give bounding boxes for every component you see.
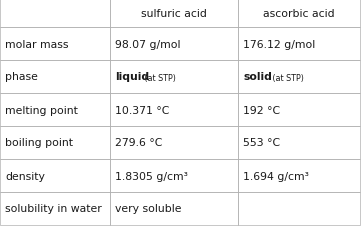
Bar xyxy=(238,61,360,94)
Text: 176.12 g/mol: 176.12 g/mol xyxy=(243,39,315,49)
Text: solid: solid xyxy=(243,72,272,82)
Text: 279.6 °C: 279.6 °C xyxy=(115,138,163,148)
Bar xyxy=(0,192,110,225)
Bar xyxy=(110,94,238,126)
Bar xyxy=(110,192,238,225)
Text: boiling point: boiling point xyxy=(5,138,73,148)
Bar xyxy=(110,28,238,61)
Bar xyxy=(110,159,238,192)
Bar xyxy=(110,0,238,28)
Bar xyxy=(110,126,238,159)
Bar xyxy=(0,28,110,61)
Bar xyxy=(0,159,110,192)
Bar xyxy=(0,61,110,94)
Text: liquid: liquid xyxy=(115,72,149,82)
Bar xyxy=(238,0,360,28)
Text: very soluble: very soluble xyxy=(115,204,181,214)
Text: (at STP): (at STP) xyxy=(270,74,304,83)
Bar xyxy=(238,94,360,126)
Bar xyxy=(0,94,110,126)
Bar xyxy=(238,28,360,61)
Text: 98.07 g/mol: 98.07 g/mol xyxy=(115,39,181,49)
Bar xyxy=(238,126,360,159)
Text: ascorbic acid: ascorbic acid xyxy=(263,9,335,19)
Text: 1.694 g/cm³: 1.694 g/cm³ xyxy=(243,171,309,181)
Text: density: density xyxy=(5,171,45,181)
Bar xyxy=(110,61,238,94)
Bar xyxy=(0,126,110,159)
Text: 1.8305 g/cm³: 1.8305 g/cm³ xyxy=(115,171,188,181)
Text: 553 °C: 553 °C xyxy=(243,138,280,148)
Bar xyxy=(0,0,110,28)
Bar xyxy=(238,192,360,225)
Text: 192 °C: 192 °C xyxy=(243,105,280,115)
Text: (at STP): (at STP) xyxy=(142,74,176,83)
Bar xyxy=(238,159,360,192)
Text: molar mass: molar mass xyxy=(5,39,68,49)
Text: phase: phase xyxy=(5,72,38,82)
Text: sulfuric acid: sulfuric acid xyxy=(141,9,207,19)
Text: solubility in water: solubility in water xyxy=(5,204,102,214)
Text: melting point: melting point xyxy=(5,105,78,115)
Text: 10.371 °C: 10.371 °C xyxy=(115,105,169,115)
